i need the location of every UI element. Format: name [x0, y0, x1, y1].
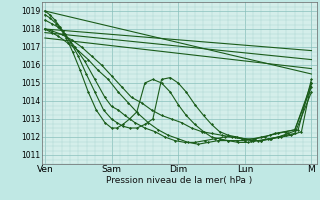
X-axis label: Pression niveau de la mer( hPa ): Pression niveau de la mer( hPa ): [106, 176, 252, 185]
